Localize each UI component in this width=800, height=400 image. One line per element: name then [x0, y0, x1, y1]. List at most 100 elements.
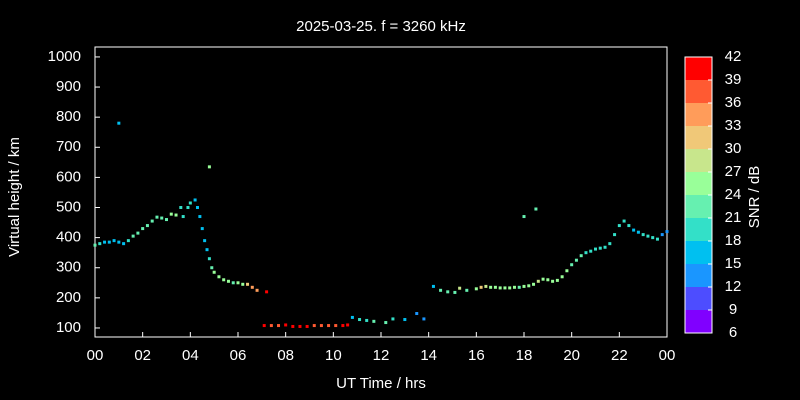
data-point [141, 227, 145, 231]
data-point [358, 318, 362, 322]
data-point [617, 224, 621, 228]
colorbar-tick-label: 39 [725, 71, 742, 88]
data-point [498, 286, 502, 290]
colorbar-band [685, 264, 712, 287]
data-point [291, 324, 295, 328]
data-point [660, 233, 664, 237]
colorbar-band [685, 80, 712, 103]
y-tick-label: 600 [56, 168, 81, 185]
x-tick-label: 12 [373, 347, 390, 364]
data-point [174, 213, 178, 217]
data-point [284, 323, 288, 327]
colorbar-tick-label: 24 [725, 186, 742, 203]
data-point [503, 286, 507, 290]
chart-title: 2025-03-25. f = 3260 kHz [296, 18, 466, 35]
data-point [651, 236, 655, 240]
colorbar-band [685, 218, 712, 241]
data-point [622, 219, 626, 223]
x-tick-label: 18 [516, 347, 533, 364]
x-tick-label: 08 [277, 347, 294, 364]
data-point [327, 324, 331, 328]
data-point [431, 284, 435, 288]
data-point [210, 266, 214, 270]
x-tick-label: 06 [230, 347, 247, 364]
data-point [150, 219, 154, 223]
data-point [305, 324, 309, 328]
x-tick-label: 20 [563, 347, 580, 364]
data-point [319, 324, 323, 328]
colorbar-tick-label: 6 [729, 324, 737, 341]
colorbar-tick-label: 18 [725, 232, 742, 249]
data-point [493, 285, 497, 289]
data-point [350, 315, 354, 319]
x-axis-label: UT Time / hrs [336, 375, 426, 392]
data-point [334, 324, 338, 328]
data-point [277, 324, 281, 328]
data-point [574, 258, 578, 262]
colorbar-band [685, 149, 712, 172]
data-point [422, 317, 426, 321]
x-tick-label: 02 [134, 347, 151, 364]
colorbar-tick-label: 15 [725, 255, 742, 272]
data-point [603, 245, 607, 249]
data-point [384, 321, 388, 325]
y-tick-label: 300 [56, 259, 81, 276]
data-point [186, 206, 190, 210]
data-point [555, 278, 559, 282]
data-point [458, 286, 462, 290]
data-point [241, 282, 245, 286]
data-point [508, 286, 512, 290]
colorbar-tick-label: 27 [725, 163, 742, 180]
data-point [126, 239, 130, 243]
colorbar-band [685, 241, 712, 264]
data-point [203, 239, 207, 243]
data-point [117, 121, 121, 125]
data-point [613, 233, 617, 237]
colorbar-label: SNR / dB [746, 166, 763, 229]
data-point [179, 206, 183, 210]
data-point [117, 240, 121, 244]
colorbar-band [685, 57, 712, 80]
colorbar-tick-label: 9 [729, 301, 737, 318]
data-point [112, 239, 116, 243]
data-point [217, 275, 221, 279]
colorbar-band [685, 310, 712, 333]
x-tick-label: 00 [87, 347, 104, 364]
data-point [522, 284, 526, 288]
data-point [205, 248, 209, 252]
data-point [608, 242, 612, 246]
x-tick-label: 10 [325, 347, 342, 364]
data-point [453, 290, 457, 294]
data-point [265, 290, 269, 294]
data-point [415, 312, 419, 316]
y-tick-label: 100 [56, 319, 81, 336]
colorbar-band [685, 195, 712, 218]
data-point [131, 234, 135, 238]
data-point [226, 279, 230, 283]
data-point [489, 285, 493, 289]
data-point [250, 285, 254, 289]
data-point [594, 247, 597, 251]
data-point [632, 228, 636, 232]
data-point [446, 290, 450, 294]
data-point [181, 215, 185, 219]
data-point [403, 318, 407, 322]
data-point [541, 277, 545, 281]
y-tick-label: 700 [56, 138, 81, 155]
data-point [636, 230, 640, 234]
data-point [665, 230, 669, 234]
data-point [512, 285, 516, 289]
data-point [145, 224, 149, 228]
data-point [107, 240, 111, 244]
y-tick-label: 500 [56, 198, 81, 215]
data-point [372, 319, 376, 323]
data-point [346, 323, 350, 327]
data-point [246, 282, 250, 286]
data-point [479, 285, 483, 289]
data-point [262, 324, 266, 328]
data-point [584, 251, 588, 255]
data-point [207, 257, 211, 261]
data-point [465, 288, 469, 292]
